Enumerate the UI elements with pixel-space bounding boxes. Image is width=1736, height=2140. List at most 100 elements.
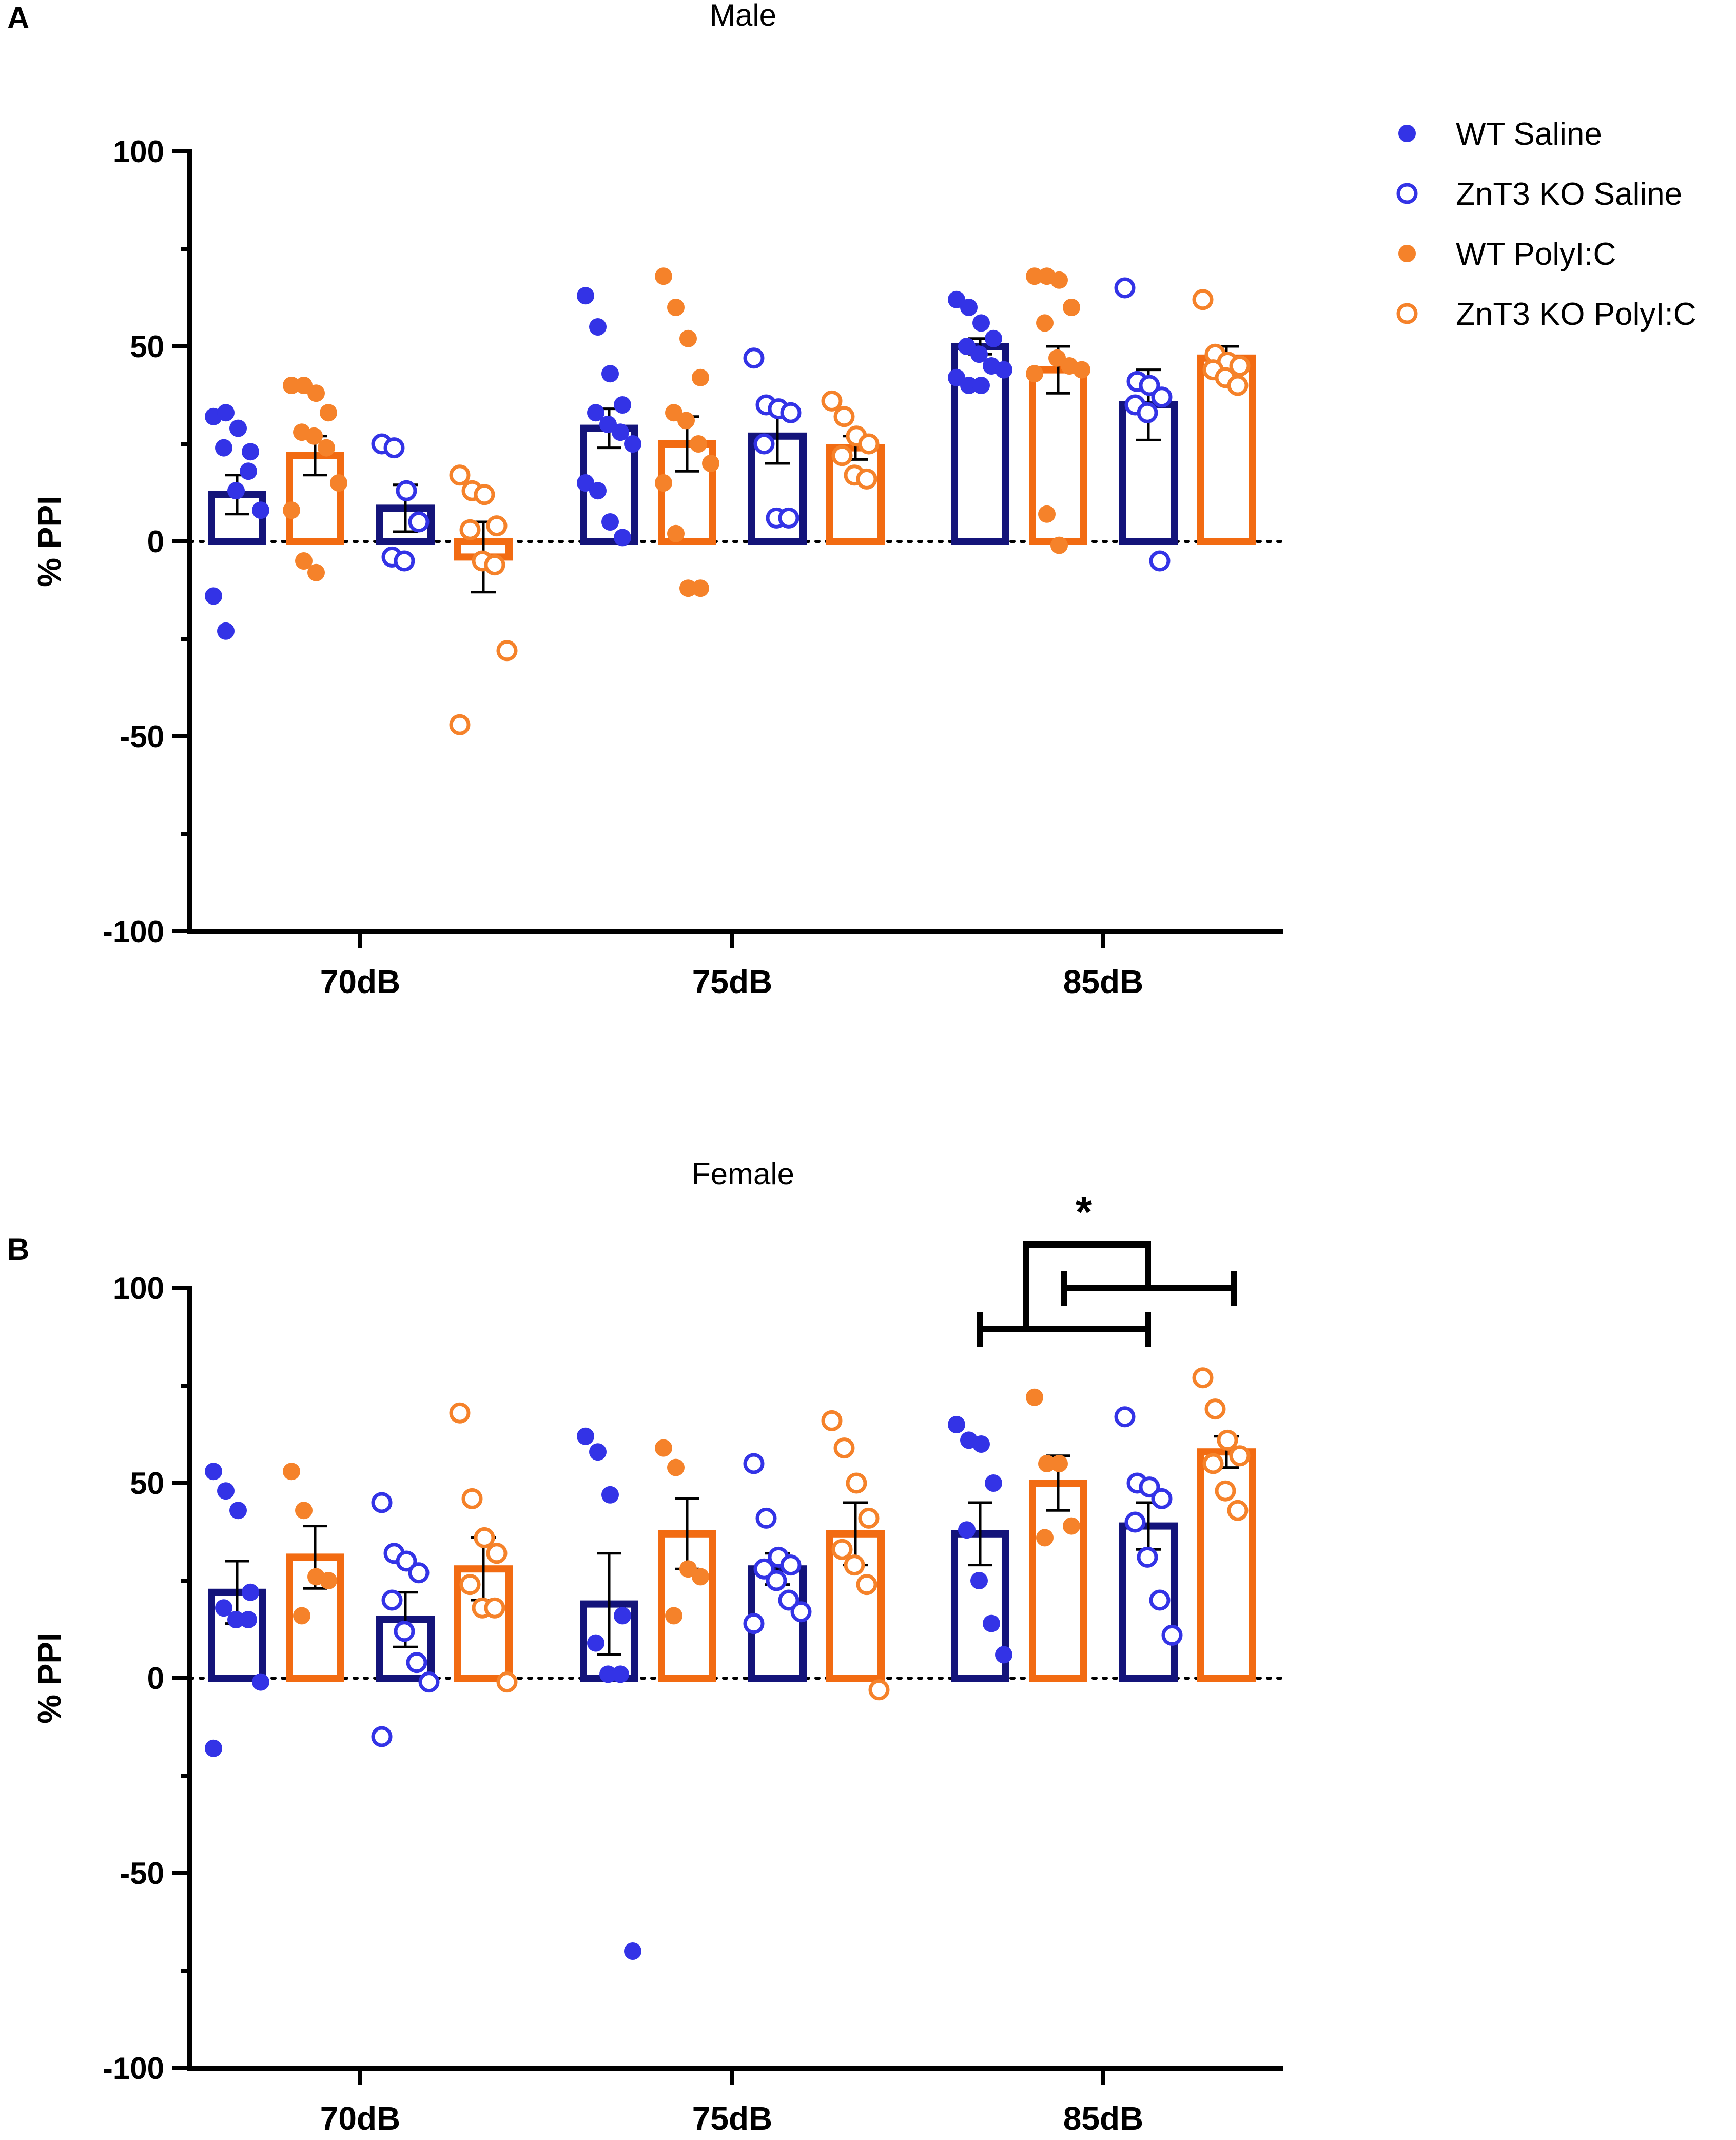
panel-b-point-znt3-ko-polyi-c: [833, 1437, 855, 1459]
panel-b-point-wt-saline: [995, 1646, 1012, 1664]
legend-label-wt-saline: WT Saline: [1456, 116, 1602, 152]
panel-b-y-tick-label: -50: [120, 1856, 164, 1891]
panel-a-point-wt-saline: [252, 501, 269, 519]
panel-b-point-wt-saline: [577, 1427, 594, 1445]
panel-b-point-wt-saline: [614, 1607, 631, 1625]
panel-a-point-wt-polyi-c: [1038, 505, 1056, 523]
panel-b-point-znt3-ko-polyi-c: [1227, 1500, 1249, 1521]
panel-a-point-wt-polyi-c: [1036, 314, 1054, 332]
panel-b-point-znt3-ko-polyi-c: [496, 1671, 518, 1693]
panel-b-point-znt3-ko-saline: [766, 1570, 787, 1591]
panel-a-point-wt-saline: [960, 377, 978, 394]
panel-a-point-wt-saline: [587, 404, 604, 422]
panel-a-point-wt-saline: [972, 314, 990, 332]
legend-label-znt3-ko-saline: ZnT3 KO Saline: [1456, 177, 1682, 212]
panel-b-bar-wt-polyi-c-85db: [1029, 1480, 1087, 1682]
panel-a-plot: -100 -50 0 50 100 70dB 75dB 85dB: [103, 134, 1284, 1000]
panel-b-point-wt-saline: [983, 1614, 1000, 1632]
panel-b-x-tick-label: 85dB: [1063, 2100, 1144, 2137]
panel-a-point-wt-polyi-c: [692, 579, 709, 597]
panel-a-point-znt3-ko-saline: [753, 433, 775, 455]
panel-b-point-wt-polyi-c: [667, 1458, 685, 1476]
legend-label-wt-polyic: WT PolyI:C: [1456, 237, 1616, 272]
panel-b-point-wt-saline: [970, 1572, 988, 1589]
panel-a-point-wt-polyi-c: [307, 384, 325, 402]
panel-b-plot: -100 -50 0 50 100 70dB 75dB 85dB: [103, 1241, 1284, 2137]
panel-a-y-tick-label: 50: [130, 329, 164, 364]
panel-b-y-tick-label: 50: [130, 1466, 164, 1501]
panel-b-point-wt-polyi-c: [295, 1502, 313, 1520]
panel-b-point-wt-saline: [972, 1435, 990, 1453]
panel-b-title: Female: [692, 1157, 794, 1191]
panel-a-point-wt-polyi-c: [655, 267, 672, 285]
panel-a-point-znt3-ko-saline: [396, 480, 417, 501]
panel-b-point-znt3-ko-saline: [418, 1671, 440, 1693]
panel-b-point-znt3-ko-saline: [1149, 1589, 1171, 1611]
legend-item-znt3-ko-saline: ZnT3 KO Saline: [1396, 177, 1682, 212]
panel-a-x-tick-label: 70dB: [320, 963, 401, 1000]
panel-a-point-wt-polyi-c: [1050, 271, 1068, 289]
panel-b-point-znt3-ko-polyi-c: [1229, 1445, 1251, 1467]
panel-b-point-wt-saline: [589, 1443, 607, 1461]
panel-a-point-wt-polyi-c: [667, 524, 685, 542]
panel-b-point-znt3-ko-saline: [790, 1601, 812, 1623]
panel-a-point-wt-saline: [985, 329, 1002, 347]
panel-b-point-wt-saline: [985, 1474, 1002, 1492]
panel-a-point-wt-polyi-c: [283, 501, 300, 519]
panel-a-point-wt-polyi-c: [1050, 536, 1068, 554]
panel-a-point-wt-polyi-c: [1063, 299, 1080, 316]
panel-a-point-wt-polyi-c: [667, 299, 685, 316]
panel-b-y-tick-label: -100: [103, 2051, 164, 2086]
panel-a-point-wt-polyi-c: [679, 579, 697, 597]
panel-b-point-wt-saline: [612, 1665, 629, 1683]
panel-b-point-wt-polyi-c: [283, 1463, 300, 1481]
significance-bracket-top: [1023, 1241, 1151, 1329]
panel-b-point-znt3-ko-polyi-c: [449, 1402, 471, 1424]
panel-a-point-wt-saline: [624, 435, 641, 453]
panel-b-x-tick-label: 70dB: [320, 2100, 401, 2137]
panel-b-point-znt3-ko-polyi-c: [474, 1527, 495, 1548]
panel-b-point-znt3-ko-polyi-c: [484, 1597, 505, 1619]
panel-a-point-znt3-ko-polyi-c: [449, 714, 471, 735]
panel-b-point-znt3-ko-saline: [743, 1613, 765, 1635]
panel-b-point-wt-polyi-c: [1036, 1529, 1054, 1547]
panel-a-point-wt-polyi-c: [283, 377, 300, 394]
panel-b-point-znt3-ko-saline: [408, 1562, 430, 1584]
panel-b-letter: B: [7, 1232, 29, 1267]
panel-a-point-wt-polyi-c: [1026, 267, 1043, 285]
panel-b-point-znt3-ko-polyi-c: [868, 1679, 890, 1701]
panel-a-y-tick-label: 0: [147, 524, 164, 559]
panel-a-point-znt3-ko-saline: [1137, 402, 1158, 423]
panel-a-point-wt-saline: [229, 419, 247, 437]
panel-b-point-znt3-ko-polyi-c: [858, 1507, 880, 1529]
panel-a-point-znt3-ko-saline: [1151, 386, 1173, 408]
panel-a-point-wt-polyi-c: [679, 329, 697, 347]
panel-b-point-wt-polyi-c: [320, 1572, 337, 1589]
panel-b-point-znt3-ko-polyi-c: [831, 1539, 853, 1560]
panel-a-point-wt-saline: [614, 396, 631, 414]
panel-a-point-znt3-ko-polyi-c: [1227, 375, 1249, 396]
panel-b-point-wt-saline: [958, 1521, 976, 1539]
panel-a-point-wt-saline: [217, 404, 235, 422]
panel-b-point-znt3-ko-saline: [743, 1453, 765, 1474]
panel-a-point-wt-saline: [240, 462, 257, 480]
panel-b-point-wt-polyi-c: [1026, 1388, 1043, 1406]
panel-a-x-tick-label: 75dB: [692, 963, 773, 1000]
panel-a-point-wt-polyi-c: [702, 455, 719, 472]
panel-a-point-znt3-ko-polyi-c: [1229, 355, 1251, 377]
panel-a-point-wt-polyi-c: [320, 404, 337, 422]
panel-b-point-wt-polyi-c: [655, 1439, 672, 1457]
panel-b-point-znt3-ko-polyi-c: [1192, 1367, 1214, 1389]
panel-a-point-znt3-ko-polyi-c: [831, 445, 853, 466]
legend-item-znt3-ko-polyic: ZnT3 KO PolyI:C: [1396, 297, 1696, 332]
panel-a-point-wt-polyi-c: [690, 435, 707, 453]
panel-a-title: Male: [710, 0, 776, 32]
panel-a-point-znt3-ko-polyi-c: [449, 464, 471, 486]
panel-a-point-znt3-ko-polyi-c: [474, 484, 495, 505]
legend-item-wt-polyic: WT PolyI:C: [1398, 237, 1616, 272]
panel-b-point-wt-saline: [948, 1416, 965, 1433]
panel-a-point-znt3-ko-saline: [1114, 277, 1136, 299]
panel-b-point-wt-polyi-c: [293, 1607, 310, 1625]
